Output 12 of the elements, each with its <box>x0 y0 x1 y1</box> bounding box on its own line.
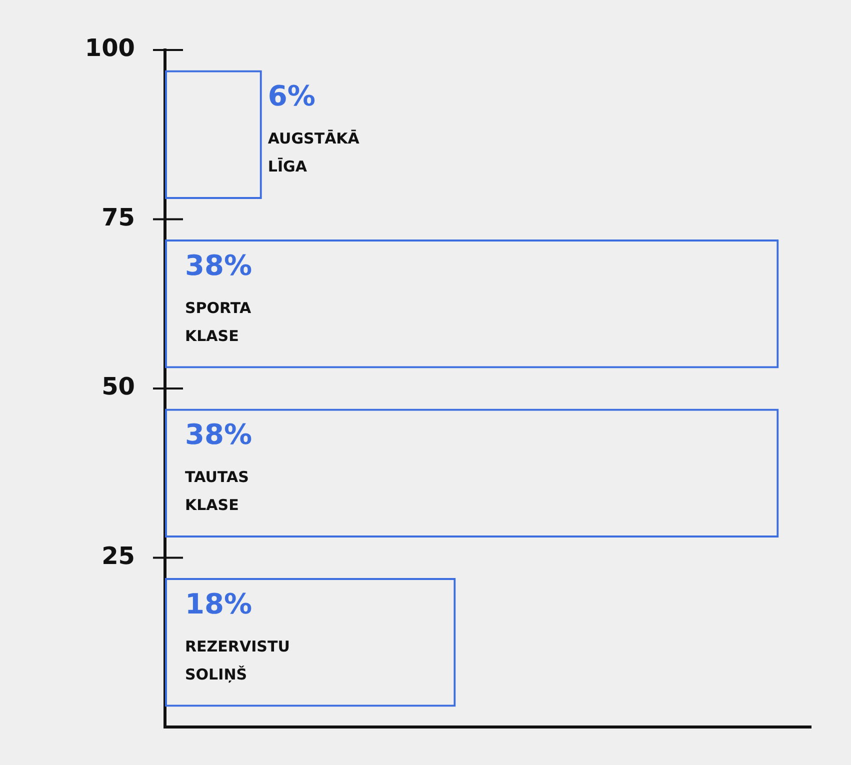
y-tick-label: SPORTA KLASE <box>185 298 252 345</box>
y-tick-label: REZERVISTU SOLIŅŠ <box>185 637 290 684</box>
text: 25 <box>102 542 135 570</box>
y-tick-label: AUGSTĀKĀ LĪGA <box>268 130 360 176</box>
text: 50 <box>102 372 135 401</box>
text: 100 <box>84 34 135 62</box>
data-label: 38% <box>185 418 252 452</box>
data-label: 38% <box>185 248 252 282</box>
data-label: 6% <box>268 80 316 113</box>
text: 75 <box>102 203 135 232</box>
y-tick-label: TAUTAS KLASE <box>185 468 249 514</box>
data-label: 18% <box>185 587 252 620</box>
